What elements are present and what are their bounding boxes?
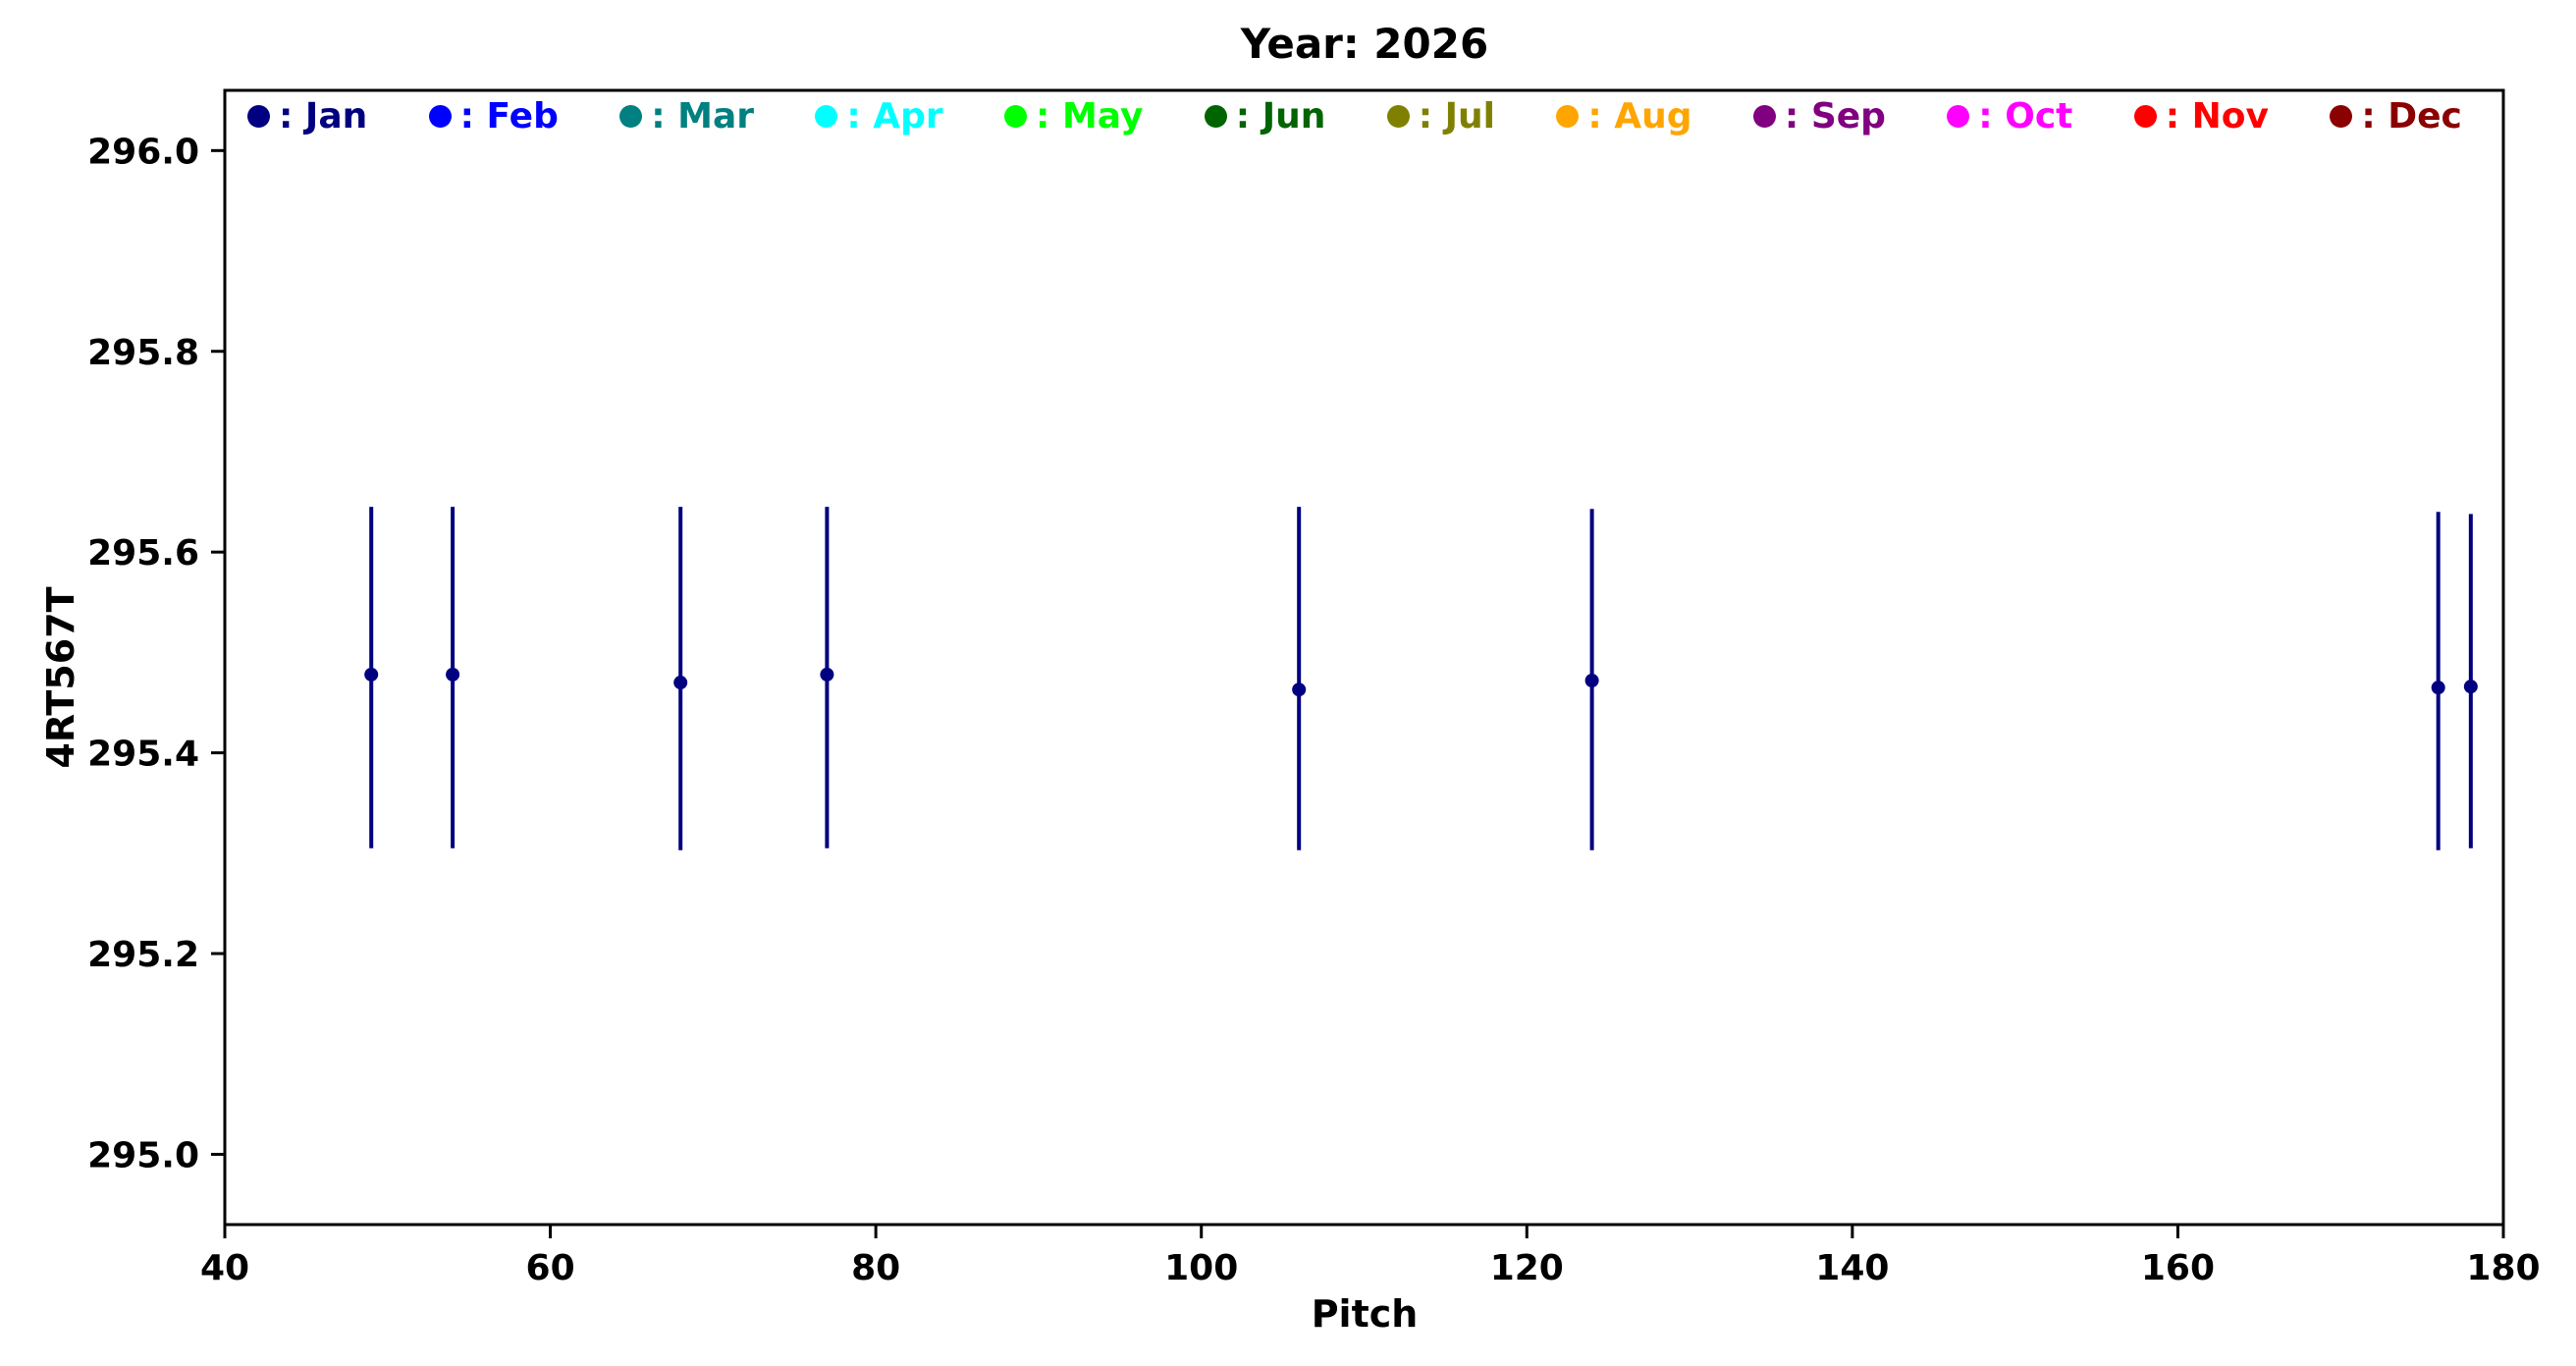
data-point [446, 667, 460, 682]
legend-label: : Dec [2361, 96, 2462, 137]
x-tick-label: 120 [1490, 1248, 1564, 1288]
legend-marker-icon [2330, 105, 2353, 128]
legend-item-aug: : Aug [1556, 96, 1692, 137]
data-point [2463, 680, 2478, 694]
legend-item-jul: : Jul [1386, 96, 1495, 137]
plot-frame [223, 88, 2505, 1227]
legend-marker-icon [2133, 105, 2157, 128]
data-point [1584, 674, 1599, 688]
legend-label: : Jan [279, 96, 368, 137]
legend-label: : Apr [846, 96, 943, 137]
x-tick-label: 140 [1815, 1248, 1889, 1288]
legend-item-sep: : Sep [1752, 96, 1886, 137]
legend-item-may: : May [1004, 96, 1143, 137]
legend-item-jan: : Jan [247, 96, 367, 137]
legend-item-dec: : Dec [2330, 96, 2462, 137]
chart-title: Year: 2026 [1240, 20, 1489, 68]
legend-marker-icon [815, 105, 838, 128]
legend-label: : Nov [2165, 96, 2269, 137]
legend-marker-icon [619, 105, 643, 128]
y-tick-label: 295.8 [87, 333, 199, 373]
legend-marker-icon [1004, 105, 1028, 128]
legend-marker-icon [428, 105, 452, 128]
legend-marker-icon [1386, 105, 1410, 128]
y-tick-label: 295.0 [87, 1135, 199, 1175]
legend-marker-icon [247, 105, 270, 128]
y-tick-label: 295.2 [87, 935, 199, 975]
data-point [1292, 683, 1307, 697]
x-tick-label: 40 [200, 1248, 249, 1288]
x-tick-label: 100 [1164, 1248, 1238, 1288]
legend-item-oct: : Oct [1947, 96, 2072, 137]
legend-item-feb: : Feb [428, 96, 559, 137]
legend-item-nov: : Nov [2133, 96, 2269, 137]
legend-label: : Sep [1784, 96, 1886, 137]
legend-item-jun: : Jun [1204, 96, 1326, 137]
y-axis-label: 4RT567T [39, 586, 82, 769]
legend-label: : Oct [1978, 96, 2073, 137]
legend-marker-icon [1204, 105, 1227, 128]
y-tick-label: 295.4 [87, 735, 199, 775]
legend-marker-icon [1947, 105, 1970, 128]
y-tick-label: 295.6 [87, 533, 199, 574]
x-tick-label: 160 [2141, 1248, 2215, 1288]
data-point [2431, 681, 2445, 695]
legend-item-apr: : Apr [815, 96, 943, 137]
legend-label: : May [1036, 96, 1144, 137]
legend-item-mar: : Mar [619, 96, 754, 137]
legend-marker-icon [1556, 105, 1580, 128]
y-tick-label: 296.0 [87, 132, 199, 172]
x-tick-label: 60 [526, 1248, 575, 1288]
legend-label: : Jun [1235, 96, 1326, 137]
legend-label: : Mar [651, 96, 754, 137]
legend-label: : Jul [1418, 96, 1495, 137]
legend-label: : Aug [1587, 96, 1692, 137]
legend: : Jan : Feb : Mar : Apr : May : Jun : Jul : Aug… [247, 96, 2462, 137]
x-axis-label: Pitch [1311, 1292, 1419, 1336]
data-point [820, 667, 834, 682]
x-tick-label: 180 [2466, 1248, 2540, 1288]
data-point [673, 676, 688, 690]
data-point [364, 667, 379, 682]
x-tick-label: 80 [851, 1248, 900, 1288]
legend-label: : Feb [459, 96, 559, 137]
legend-marker-icon [1752, 105, 1776, 128]
